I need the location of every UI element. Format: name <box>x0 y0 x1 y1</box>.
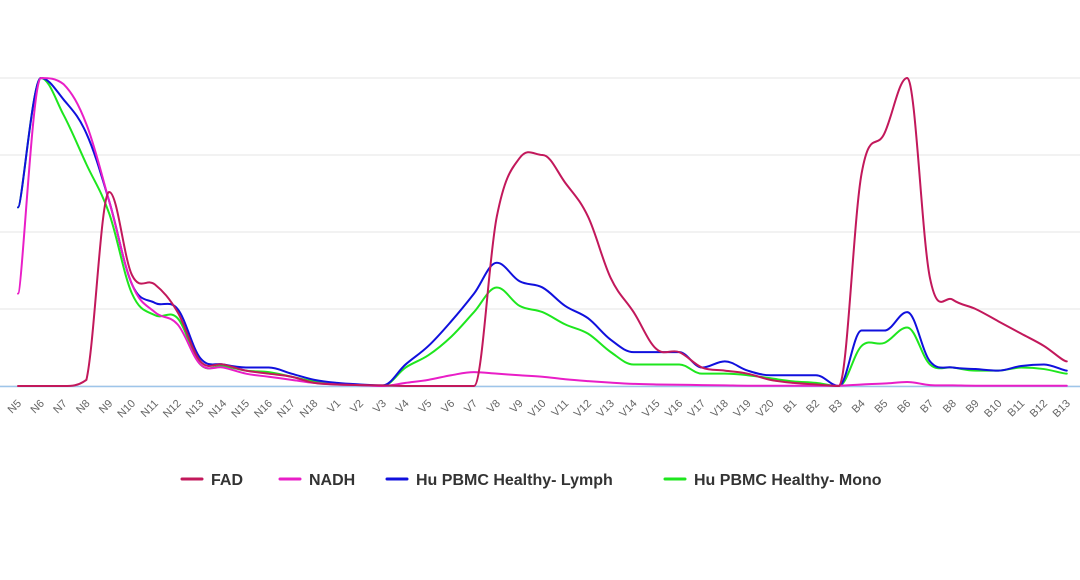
legend-label: NADH <box>309 472 355 489</box>
x-tick-label: N8 <box>74 398 92 416</box>
x-tick-label: V1 <box>325 398 343 416</box>
x-tick-label: V8 <box>485 398 503 416</box>
x-tick-label: V5 <box>417 398 435 416</box>
x-tick-label: N11 <box>139 398 161 420</box>
x-tick-label: V11 <box>550 398 572 420</box>
series-line-hu-pbmc-healthy-lymph <box>17 77 1068 387</box>
x-tick-label: N5 <box>6 398 24 416</box>
series-line-hu-pbmc-healthy-mono <box>17 77 1068 387</box>
x-tick-label: B5 <box>873 398 891 416</box>
legend-label: Hu PBMC Healthy- Mono <box>694 472 882 489</box>
x-tick-label: B9 <box>964 398 982 416</box>
x-tick-label: B6 <box>895 398 913 416</box>
series-line-nadh <box>17 77 1068 387</box>
x-tick-label: V10 <box>526 398 548 420</box>
x-tick-label: N17 <box>275 398 298 421</box>
x-tick-label: B3 <box>827 398 845 416</box>
x-tick-label: V16 <box>663 398 685 420</box>
x-tick-label: V3 <box>371 398 389 416</box>
x-tick-label: B11 <box>1006 398 1028 420</box>
legend-label: FAD <box>211 472 243 489</box>
x-tick-label: V7 <box>462 398 480 416</box>
x-tick-label: N12 <box>161 398 184 421</box>
legend-item[interactable]: FAD <box>180 472 243 489</box>
x-axis: N5 N6 N7 N8 N9 N10 N11 N12 N13 N14 N15 N16 N17 N18 V1 V… <box>0 385 1080 421</box>
x-tick-label: B8 <box>941 398 959 416</box>
x-tick-label: V13 <box>595 398 617 420</box>
x-tick-label: V12 <box>572 398 594 420</box>
x-tick-label: N18 <box>298 398 321 421</box>
x-tick-label: B7 <box>918 398 936 416</box>
legend-item[interactable]: Hu PBMC Healthy- Mono <box>663 472 882 489</box>
legend-label: Hu PBMC Healthy- Lymph <box>416 472 613 489</box>
series-lines <box>17 77 1068 387</box>
x-tick-label: N9 <box>97 398 115 416</box>
x-tick-label: N10 <box>115 398 138 421</box>
legend: FAD NADH Hu PBMC Healthy- Lymph Hu PBMC Hea… <box>180 472 882 489</box>
x-tick-label: V18 <box>709 398 731 420</box>
x-tick-label: V9 <box>508 398 526 416</box>
x-tick-label: B10 <box>982 398 1004 420</box>
x-tick-label: V2 <box>348 398 366 416</box>
x-tick-label: B12 <box>1028 398 1050 420</box>
x-tick-label: B1 <box>781 398 799 416</box>
x-tick-label: V19 <box>731 398 753 420</box>
x-tick-label: N14 <box>207 398 230 421</box>
x-tick-label: V15 <box>640 398 662 420</box>
series-line-fad <box>17 77 1068 387</box>
x-tick-label: N7 <box>51 398 69 416</box>
x-tick-label: N16 <box>252 398 275 421</box>
x-tick-label: V17 <box>686 398 708 420</box>
x-tick-label: V20 <box>754 398 776 420</box>
x-tick-label: V4 <box>394 398 412 416</box>
x-tick-label: V14 <box>617 398 639 420</box>
x-tick-label: N15 <box>229 398 252 421</box>
x-tick-label: B2 <box>804 398 822 416</box>
x-tick-label: N13 <box>184 398 207 421</box>
legend-item[interactable]: NADH <box>278 472 355 489</box>
x-tick-label: B4 <box>850 398 868 416</box>
x-tick-label: B13 <box>1051 398 1073 420</box>
x-tick-label: V6 <box>439 398 457 416</box>
legend-item[interactable]: Hu PBMC Healthy- Lymph <box>385 472 613 489</box>
x-tick-label: N6 <box>28 398 46 416</box>
